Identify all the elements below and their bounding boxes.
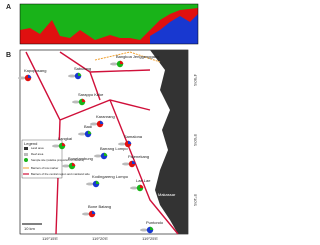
reef xyxy=(130,186,138,190)
place-label: Badi xyxy=(84,124,92,129)
place-label: Langkai xyxy=(58,136,72,141)
reef xyxy=(62,164,70,168)
reef xyxy=(86,182,94,186)
site-pie xyxy=(78,72,82,76)
legend-title: Legend xyxy=(24,141,37,146)
legend-label: Barriers of low marker xyxy=(31,166,58,170)
reef xyxy=(118,142,126,146)
reef xyxy=(52,144,60,148)
place-label: Sarappo Keke xyxy=(78,92,104,97)
place-label: Pajenekang xyxy=(128,154,149,159)
place-label: Bone Batang xyxy=(88,204,111,209)
map xyxy=(19,49,189,235)
site-pie xyxy=(72,162,76,166)
place-label: Puntondo xyxy=(146,220,164,225)
site-pie xyxy=(88,130,92,134)
place-label: Sabutung xyxy=(74,66,91,71)
place-label: Bangkoa Jenggenggang xyxy=(116,54,159,59)
panel-label: A xyxy=(6,4,11,11)
place-label: Bonetambung xyxy=(68,156,93,161)
site-pie xyxy=(62,142,66,146)
panel-label: B xyxy=(6,52,11,59)
place-label: Karanrang xyxy=(96,114,115,119)
site-pie xyxy=(28,74,32,78)
site-pie xyxy=(96,180,100,184)
legend-swatch xyxy=(24,158,28,162)
place-label: Kodingareng Lompo xyxy=(92,174,129,179)
cluster-band xyxy=(150,14,198,44)
mainland xyxy=(150,50,188,234)
reef xyxy=(82,212,90,216)
site-pie xyxy=(92,210,96,214)
figure: A B Bangkoa Jenggenggang Kapoposang Sabutu… xyxy=(6,3,199,241)
site-pie xyxy=(82,98,86,102)
site-pie xyxy=(132,160,136,164)
legend-swatch xyxy=(24,153,28,156)
site-pie xyxy=(120,60,124,64)
legend-label: Sample site (relative proportion of clus… xyxy=(31,158,84,162)
lat-label: 4°50'S xyxy=(193,74,198,86)
place-label: Kapoposang xyxy=(24,68,46,73)
reef xyxy=(72,100,80,104)
reef xyxy=(68,74,76,78)
site-pie xyxy=(140,184,144,188)
lat-label: 5°00'S xyxy=(193,134,198,146)
reef xyxy=(94,154,102,158)
lat-label: 5°10'S xyxy=(193,194,198,206)
reef xyxy=(110,62,118,66)
place-label: Lae Lae xyxy=(136,178,151,183)
lon-label: 119°15'E xyxy=(42,236,58,241)
site-pie xyxy=(128,140,132,144)
barrier xyxy=(25,51,179,235)
legend-label: Land area xyxy=(31,146,44,150)
structure-plot xyxy=(19,3,199,45)
site-pie xyxy=(100,120,104,124)
scale-label: 10 km xyxy=(24,226,36,231)
site-pie xyxy=(104,152,108,156)
reef xyxy=(122,162,130,166)
plot-frame xyxy=(19,3,199,45)
legend-swatch xyxy=(24,147,28,150)
reef xyxy=(78,132,86,136)
site-pie xyxy=(150,226,154,230)
legend-label: Barriers of the central region and mainl… xyxy=(31,172,90,176)
reef xyxy=(90,122,98,126)
legend-label: Reef area xyxy=(31,152,44,156)
reef xyxy=(18,76,26,80)
lon-label: 119°20'E xyxy=(92,236,108,241)
city-label: Makassar xyxy=(158,192,176,197)
reef xyxy=(140,228,148,232)
place-label: Samalona xyxy=(124,134,143,139)
lon-label: 119°25'E xyxy=(142,236,158,241)
place-label: Barrang Lompo xyxy=(100,146,128,151)
